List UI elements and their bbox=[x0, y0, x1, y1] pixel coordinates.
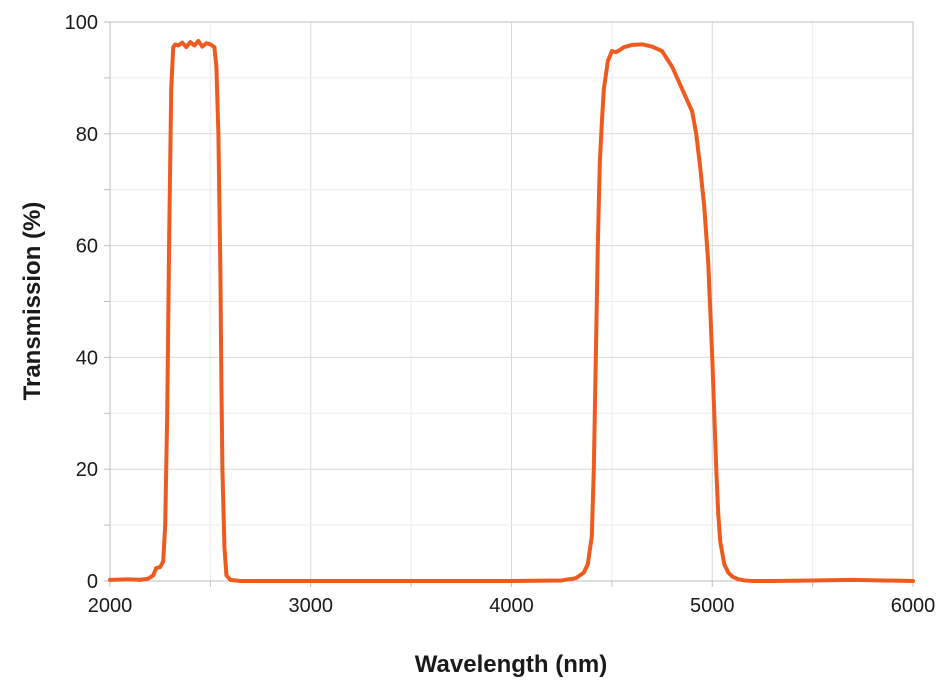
x-tick-label: 4000 bbox=[489, 595, 534, 617]
y-tick-label: 80 bbox=[76, 124, 98, 146]
y-tick-label: 40 bbox=[76, 347, 98, 369]
y-axis-title: Transmission (%) bbox=[19, 202, 46, 401]
x-axis-title: Wavelength (nm) bbox=[415, 651, 607, 678]
y-tick-label: 60 bbox=[76, 236, 98, 258]
x-tick-labels: 2000 3000 4000 5000 6000 bbox=[88, 595, 936, 617]
y-tick-label: 20 bbox=[76, 459, 98, 481]
grid bbox=[109, 21, 914, 582]
x-tick-label: 2000 bbox=[88, 595, 133, 617]
x-tick-label: 6000 bbox=[891, 595, 936, 617]
y-tick-label: 100 bbox=[65, 12, 98, 34]
y-tick-labels: 0 20 40 60 80 100 bbox=[65, 12, 98, 593]
transmission-curve bbox=[108, 39, 915, 583]
axis-ticks bbox=[104, 21, 914, 587]
x-tick-label: 3000 bbox=[289, 595, 334, 617]
y-tick-label: 0 bbox=[87, 571, 98, 593]
x-tick-label: 5000 bbox=[690, 595, 735, 617]
